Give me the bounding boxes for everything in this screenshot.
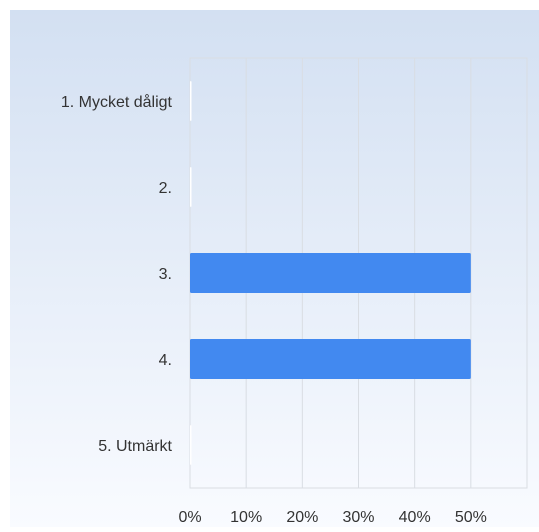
bar-4 [190, 339, 471, 379]
bar-3 [190, 253, 471, 293]
bar-5 [190, 425, 192, 465]
x-tick-label-0: 0% [178, 509, 201, 526]
x-tick-label-3: 30% [342, 509, 374, 526]
bar-1 [190, 81, 192, 121]
bars [190, 81, 471, 465]
category-label-5: 5. Utmärkt [98, 438, 172, 455]
x-tick-labels: 0% 10% 20% 30% 40% 50% [178, 509, 486, 526]
category-label-1: 1. Mycket dåligt [61, 93, 173, 111]
x-tick-label-2: 20% [286, 509, 318, 526]
x-tick-label-1: 10% [230, 509, 262, 526]
category-label-2: 2. [159, 180, 172, 197]
bar-2 [190, 167, 192, 207]
category-labels: 1. Mycket dåligt 2. 3. 4. 5. Utmärkt [61, 93, 173, 455]
category-label-4: 4. [159, 352, 172, 369]
category-label-3: 3. [159, 266, 172, 283]
x-tick-label-5: 50% [455, 509, 487, 526]
x-tick-label-4: 40% [399, 509, 431, 526]
